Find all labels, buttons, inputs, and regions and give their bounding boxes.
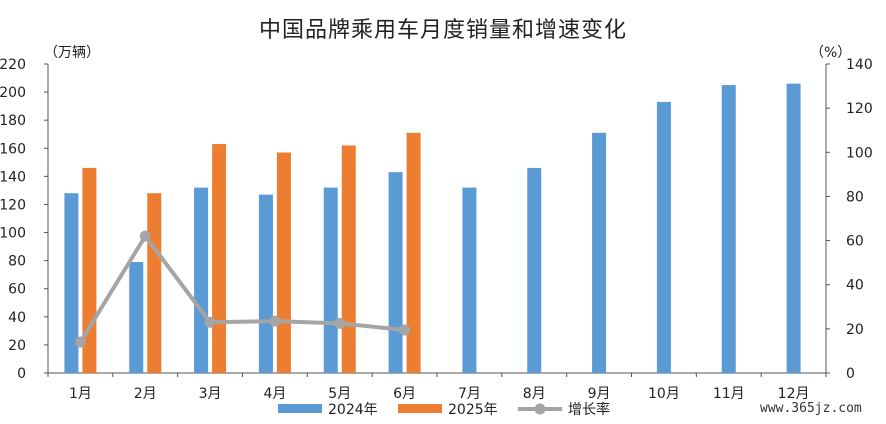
growth-rate-point [399, 324, 411, 336]
bar-2024 [656, 101, 671, 373]
left-tick-label: 140 [0, 169, 26, 185]
growth-rate-point [334, 317, 346, 329]
x-tick-label: 8月 [523, 386, 546, 402]
watermark: www.365jz.com [760, 401, 862, 416]
chart-title: 中国品牌乘用车月度销量和增速变化 [258, 18, 627, 43]
bar-2024 [194, 187, 209, 373]
x-tick-label: 5月 [328, 386, 351, 402]
right-tick-label: 40 [846, 278, 864, 294]
bar-2024 [462, 187, 477, 373]
growth-rate-line [78, 234, 405, 344]
bar-2024 [721, 85, 736, 374]
growth-rate-point [139, 230, 151, 242]
left-tick-label: 60 [8, 282, 26, 298]
right-tick-label: 60 [846, 234, 864, 250]
right-tick-label: 100 [846, 145, 873, 161]
bar-2025 [212, 144, 227, 373]
legend-label-2024: 2024年 [328, 402, 378, 418]
x-tick-label: 9月 [588, 386, 611, 402]
x-tick-label: 2月 [134, 386, 157, 402]
right-tick-label: 80 [846, 189, 864, 205]
bar-2025 [147, 193, 162, 373]
left-tick-label: 80 [8, 254, 26, 270]
legend-marker-growth [534, 403, 546, 415]
x-tick-label: 10月 [648, 386, 680, 402]
right-axis-unit: （%） [810, 45, 852, 61]
x-tick-label: 11月 [713, 386, 745, 402]
left-tick-label: 180 [0, 113, 26, 129]
legend-swatch-2025 [398, 404, 442, 413]
bar-2024 [323, 187, 338, 373]
legend-swatch-2024 [278, 404, 322, 413]
left-tick-label: 0 [17, 366, 26, 382]
legend-label-growth: 增长率 [568, 401, 610, 418]
bar-2024 [64, 193, 79, 373]
bar-2024 [592, 132, 607, 373]
left-tick-label: 120 [0, 197, 26, 213]
bar-2025 [406, 132, 421, 373]
left-axis-unit: （万辆） [44, 45, 100, 61]
left-tick-label: 220 [0, 57, 26, 73]
right-tick-label: 0 [846, 366, 855, 382]
bar-2024 [786, 83, 801, 373]
growth-rate-point [269, 315, 281, 327]
x-tick-label: 4月 [263, 386, 286, 402]
bar-2024 [129, 262, 144, 373]
bar-2025 [276, 152, 291, 373]
growth-rate-point [204, 316, 216, 328]
x-tick-label: 3月 [199, 386, 222, 402]
x-tick-label: 7月 [458, 386, 481, 402]
bar-2024 [527, 167, 542, 373]
right-tick-label: 120 [846, 101, 873, 117]
left-tick-label: 160 [0, 141, 26, 157]
left-tick-label: 200 [0, 85, 26, 101]
left-tick-label: 20 [8, 338, 26, 354]
left-tick-label: 40 [8, 310, 26, 326]
growth-rate-point [74, 336, 86, 348]
bar-2025 [341, 145, 356, 373]
bar-2024 [388, 172, 403, 373]
bar-2024 [258, 194, 273, 373]
x-tick-label: 6月 [393, 386, 416, 402]
right-tick-label: 140 [846, 57, 873, 73]
left-tick-label: 100 [0, 226, 26, 242]
x-tick-label: 12月 [778, 386, 810, 402]
right-tick-label: 20 [846, 322, 864, 338]
x-tick-label: 1月 [69, 386, 92, 402]
legend-label-2025: 2025年 [448, 402, 498, 418]
